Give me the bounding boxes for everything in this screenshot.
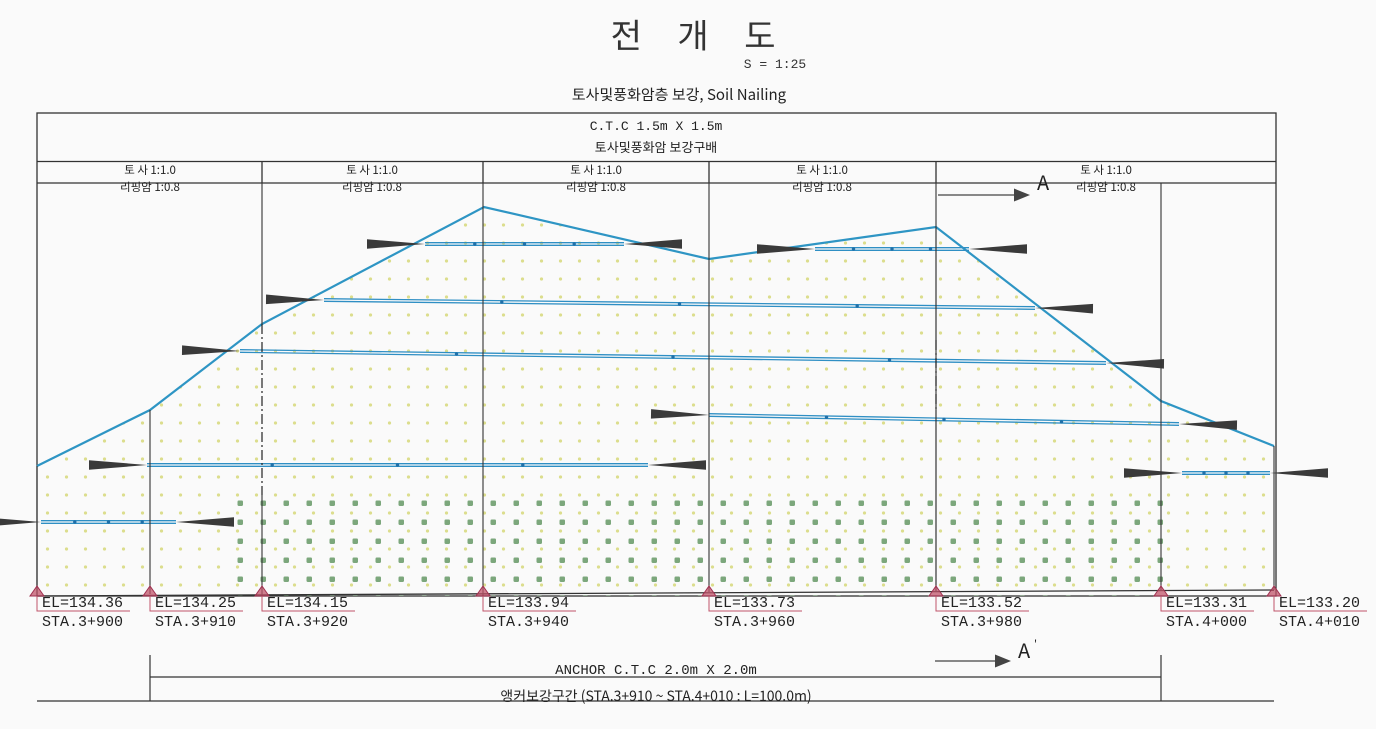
svg-text:STA.4+000: STA.4+000 [1166,614,1247,631]
svg-text:A: A [1018,635,1031,664]
svg-text:A: A [1037,167,1050,196]
svg-text:EL=133.31: EL=133.31 [1166,595,1247,612]
svg-text:토 사 1:1.0: 토 사 1:1.0 [1080,162,1132,178]
svg-text:STA.3+900: STA.3+900 [42,614,123,631]
svg-text:EL=133.20: EL=133.20 [1279,595,1360,612]
svg-text:EL=134.25: EL=134.25 [155,595,236,612]
svg-text:ANCHOR C.T.C 2.0m X 2.0m: ANCHOR C.T.C 2.0m X 2.0m [555,663,757,679]
svg-text:EL=134.36: EL=134.36 [42,595,123,612]
svg-text:EL=133.94: EL=133.94 [488,595,569,612]
svg-text:C.T.C 1.5m X 1.5m: C.T.C 1.5m X 1.5m [590,119,723,134]
svg-text:STA.4+010: STA.4+010 [1279,614,1360,631]
svg-text:STA.3+920: STA.3+920 [267,614,348,631]
svg-text:STA.3+910: STA.3+910 [155,614,236,631]
svg-text:토사및풍화암 보강구배: 토사및풍화암 보강구배 [595,137,718,156]
svg-text:EL=133.73: EL=133.73 [714,595,795,612]
svg-text:S = 1:25: S = 1:25 [744,57,806,72]
svg-text:STA.3+940: STA.3+940 [488,614,569,631]
svg-text:': ' [1034,636,1037,652]
svg-text:STA.3+960: STA.3+960 [714,614,795,631]
svg-text:리핑암 1:0.8: 리핑암 1:0.8 [566,179,626,195]
svg-text:토 사 1:1.0: 토 사 1:1.0 [570,162,622,178]
svg-text:토사및풍화암층 보강, Soil Nailing: 토사및풍화암층 보강, Soil Nailing [572,84,787,105]
svg-text:STA.3+980: STA.3+980 [941,614,1022,631]
svg-text:EL=134.15: EL=134.15 [267,595,348,612]
svg-text:토 사 1:1.0: 토 사 1:1.0 [796,162,848,178]
svg-text:리핑암 1:0.8: 리핑암 1:0.8 [1076,179,1136,195]
svg-text:앵커보강구간 (STA.3+910 ~ STA.4+010: 앵커보강구간 (STA.3+910 ~ STA.4+010 : L=100.0m… [500,686,811,706]
svg-text:EL=133.52: EL=133.52 [941,595,1022,612]
svg-text:토 사 1:1.0: 토 사 1:1.0 [124,162,176,178]
svg-text:리핑암 1:0.8: 리핑암 1:0.8 [792,179,852,195]
svg-text:토 사 1:1.0: 토 사 1:1.0 [346,162,398,178]
svg-text:전 개 도: 전 개 도 [610,9,789,58]
svg-text:리핑암 1:0.8: 리핑암 1:0.8 [120,179,180,195]
svg-text:리핑암 1:0.8: 리핑암 1:0.8 [342,179,402,195]
